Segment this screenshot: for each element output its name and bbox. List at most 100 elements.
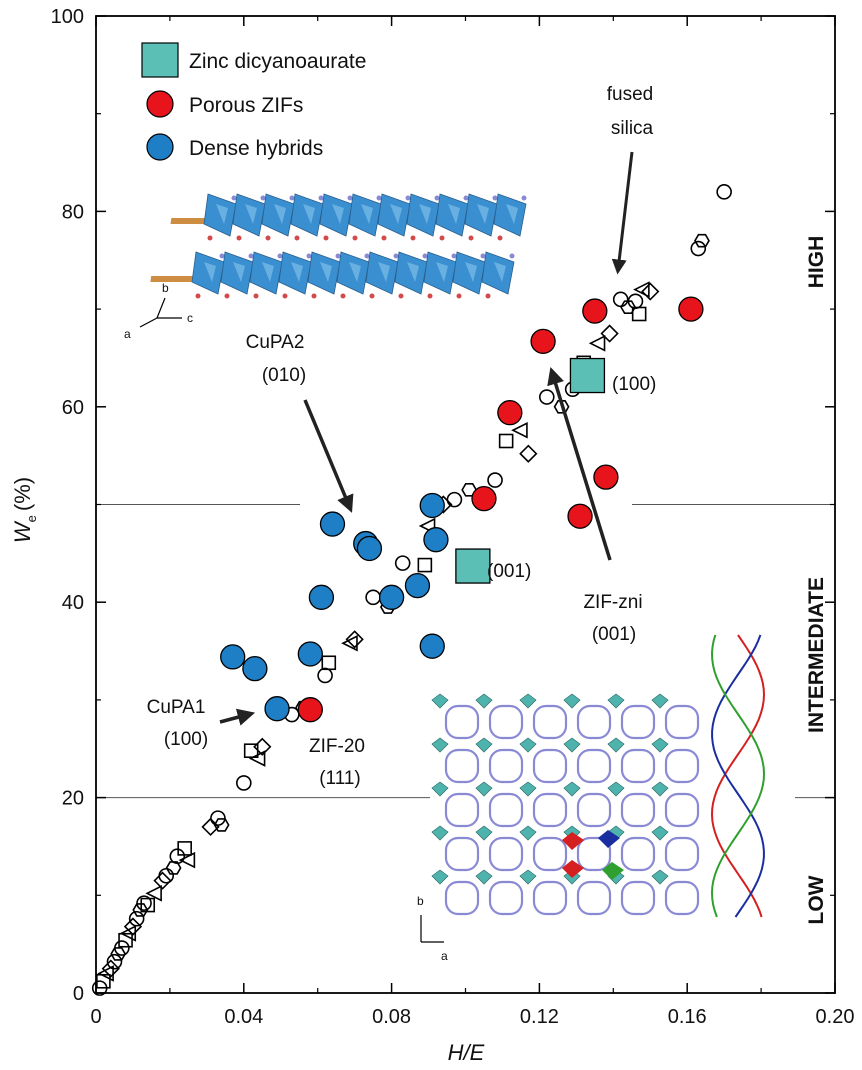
y-axis-title-sub: e bbox=[24, 515, 39, 522]
cupa1-arrow bbox=[219, 708, 256, 726]
octahedron bbox=[336, 251, 370, 295]
octahedron-face bbox=[506, 204, 518, 224]
tetrahedron bbox=[607, 781, 625, 797]
cupa1-label: CuPA1 bbox=[147, 697, 206, 718]
atom bbox=[485, 293, 491, 299]
atom bbox=[497, 235, 503, 241]
atom bbox=[318, 195, 324, 201]
tetra-red bbox=[562, 832, 584, 850]
zif-zni-label: ZIF-zni bbox=[583, 592, 642, 613]
atom bbox=[468, 235, 474, 241]
pore-ring bbox=[620, 704, 656, 740]
tetrahedron bbox=[563, 693, 581, 709]
tetrahedron bbox=[475, 869, 493, 885]
x-tick-label: 0.12 bbox=[520, 1006, 559, 1028]
octahedron bbox=[191, 251, 225, 295]
pore-ring bbox=[532, 880, 568, 916]
pore-ring bbox=[444, 704, 480, 740]
atom bbox=[381, 235, 387, 241]
data-point-dense bbox=[220, 644, 246, 670]
octahedron-face bbox=[233, 262, 245, 282]
svg-text:c: c bbox=[187, 311, 193, 325]
atom bbox=[456, 293, 462, 299]
x-tick-label: 0.16 bbox=[668, 1006, 707, 1028]
data-point-zif bbox=[297, 697, 323, 723]
y-tick-label: 20 bbox=[62, 788, 84, 810]
octahedron bbox=[464, 193, 498, 237]
data-point-other bbox=[145, 885, 162, 902]
legend-marker-dense bbox=[146, 133, 174, 161]
pore-ring bbox=[488, 880, 524, 916]
axis-triad-bottom: b a bbox=[417, 894, 448, 963]
atom bbox=[364, 253, 370, 259]
atom bbox=[480, 253, 486, 259]
fused-silica-label-2: silica bbox=[611, 118, 654, 139]
x-axis-title: H/E bbox=[448, 1040, 485, 1065]
octahedron-face bbox=[361, 204, 373, 224]
octahedron bbox=[435, 193, 469, 237]
octahedron bbox=[290, 193, 324, 237]
data-point-zif bbox=[582, 298, 608, 324]
data-point-other bbox=[612, 291, 629, 308]
legend: Zinc dicyanoaurate Porous ZIFs Dense hyb… bbox=[141, 42, 366, 161]
pore-ring bbox=[664, 792, 700, 828]
region-intermediate: INTERMEDIATE bbox=[805, 577, 828, 733]
octahedron-face bbox=[477, 204, 489, 224]
helix-red bbox=[710, 634, 766, 918]
atom bbox=[253, 293, 259, 299]
data-point-zif bbox=[567, 503, 593, 529]
octahedron-face bbox=[419, 204, 431, 224]
octahedron-face bbox=[291, 262, 303, 282]
atom bbox=[376, 195, 382, 201]
data-point-dense bbox=[308, 584, 335, 610]
helical-chains-inset bbox=[710, 634, 766, 918]
axis-triad-top: b a c bbox=[124, 281, 193, 341]
data-point-other bbox=[253, 737, 272, 756]
legend-marker-zinc bbox=[141, 42, 179, 78]
tetrahedron bbox=[431, 825, 449, 841]
data-point-other bbox=[153, 871, 172, 890]
helix-blue bbox=[711, 634, 765, 918]
cupa2-label-2: (010) bbox=[262, 365, 306, 386]
framework-inset bbox=[431, 693, 700, 916]
data-point-dense bbox=[264, 696, 290, 722]
data-point-other bbox=[631, 306, 647, 322]
pore-ring bbox=[664, 748, 700, 784]
data-point-other bbox=[365, 589, 381, 606]
data-point-zinc bbox=[569, 357, 606, 394]
legend-marker-zifs bbox=[146, 90, 174, 118]
pore-ring bbox=[576, 748, 612, 784]
tetrahedron bbox=[651, 737, 669, 753]
tetrahedron bbox=[431, 781, 449, 797]
legend-label-zinc: Zinc dicyanoaurate bbox=[189, 50, 366, 73]
atom bbox=[347, 195, 353, 201]
octahedron-face bbox=[303, 204, 315, 224]
atom bbox=[405, 195, 411, 201]
data-point-dense bbox=[423, 527, 449, 553]
tetrahedron bbox=[475, 781, 493, 797]
fused-silica-label: fused bbox=[607, 84, 653, 105]
octahedron-face bbox=[407, 262, 419, 282]
pore-ring bbox=[664, 704, 700, 740]
cupa2-label: CuPA2 bbox=[246, 332, 305, 353]
data-point-other bbox=[248, 750, 266, 767]
data-point-other bbox=[101, 959, 120, 978]
data-point-other bbox=[165, 861, 182, 875]
atom bbox=[207, 235, 213, 241]
data-point-other bbox=[136, 895, 152, 911]
atom bbox=[265, 235, 271, 241]
pore-ring bbox=[576, 704, 612, 740]
pore-ring bbox=[620, 792, 656, 828]
y-tick-label: 60 bbox=[62, 397, 84, 419]
atom bbox=[311, 293, 317, 299]
octahedron-face bbox=[216, 204, 228, 224]
pore-ring bbox=[488, 704, 524, 740]
tetra-green bbox=[602, 862, 624, 880]
octahedron bbox=[493, 193, 527, 237]
pore-ring bbox=[444, 880, 480, 916]
atom bbox=[427, 293, 433, 299]
data-point-other bbox=[317, 667, 333, 684]
octahedron bbox=[278, 251, 312, 295]
tetrahedron bbox=[519, 693, 537, 709]
